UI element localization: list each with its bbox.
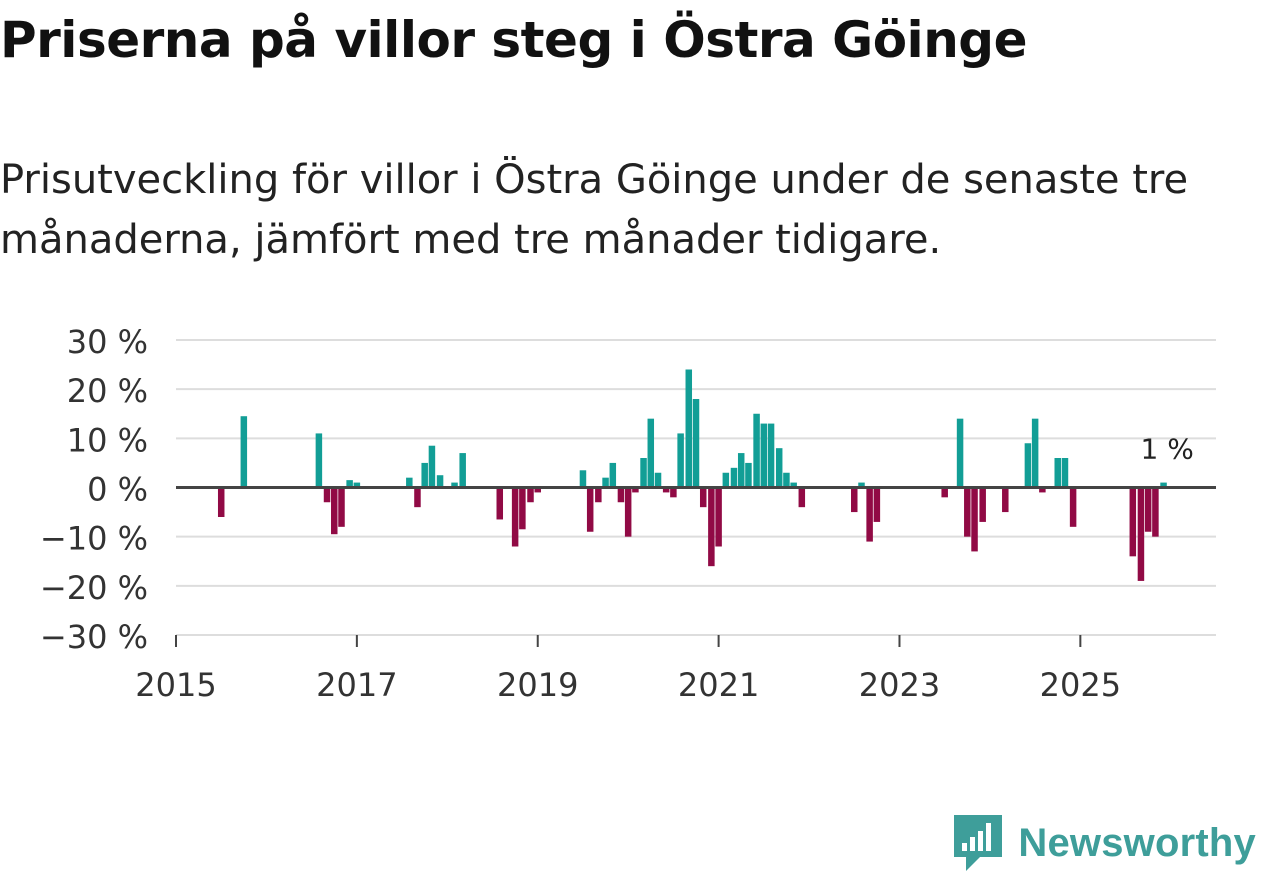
bar (677, 433, 684, 488)
bar (240, 416, 248, 488)
bar (602, 477, 609, 488)
bar (1144, 487, 1152, 532)
y-tick-label: 10 % (67, 421, 148, 459)
x-tick-label: 2015 (135, 666, 216, 704)
y-tick-label: −20 % (40, 569, 148, 607)
bar (722, 472, 730, 488)
brand-name: Newsworthy (1018, 820, 1256, 865)
bar (323, 487, 331, 503)
newsworthy-chart-badge-icon (954, 815, 1003, 871)
x-tick-label: 2023 (859, 666, 940, 704)
bar (406, 477, 413, 488)
bar (753, 413, 760, 488)
bar (217, 487, 225, 517)
bar (1002, 487, 1009, 513)
bar (1054, 458, 1061, 488)
bar (790, 482, 797, 488)
bar (428, 445, 436, 488)
bar (699, 487, 707, 508)
bar (715, 487, 722, 547)
bar (730, 467, 738, 488)
bar (421, 462, 428, 488)
y-tick-label: 20 % (67, 372, 148, 410)
bar (964, 487, 971, 537)
bar (534, 487, 541, 493)
x-tick-label: 2025 (1040, 666, 1121, 704)
bar (353, 482, 361, 488)
axes (175, 486, 1216, 647)
bar (617, 487, 625, 503)
bar (1039, 487, 1046, 493)
bar (866, 487, 873, 542)
bar (783, 472, 790, 488)
bar (338, 487, 345, 527)
bar (346, 480, 353, 488)
bar (662, 487, 670, 493)
chart-subtitle: Prisutveckling för villor i Östra Göinge… (0, 157, 1189, 263)
bar (436, 475, 444, 488)
y-tick-label: −30 % (40, 618, 148, 656)
bar (459, 453, 466, 488)
bar (760, 423, 768, 488)
bar (579, 470, 587, 488)
bar-series (217, 369, 1167, 581)
y-tick-label: 30 % (67, 323, 148, 361)
bar (873, 487, 881, 522)
x-tick-label: 2019 (497, 666, 578, 704)
bar (1024, 443, 1032, 488)
bar (527, 487, 534, 503)
bar (971, 487, 978, 552)
bar (941, 487, 948, 498)
labels: 30 % 20 % 10 % 0 % −10 % −20 % −30 % 2015 2017 20… (40, 323, 1194, 704)
bar (858, 482, 865, 488)
bar (609, 462, 617, 488)
bar (331, 487, 338, 535)
bar (979, 487, 986, 522)
bar (451, 482, 458, 488)
newsworthy-brand: Newsworthy (954, 815, 1256, 871)
bar (654, 472, 662, 488)
bar (685, 369, 693, 488)
bar (595, 487, 602, 503)
bar (624, 487, 632, 537)
bar (1137, 487, 1145, 581)
bar (1129, 487, 1137, 557)
bar (640, 458, 647, 488)
last-value-label: 1 % (1141, 433, 1194, 466)
bar (315, 433, 323, 488)
chart-title: Priserna på villor steg i Östra Göinge (0, 11, 1028, 69)
bar (708, 487, 715, 567)
bar (851, 487, 858, 513)
bar (632, 487, 639, 493)
bar (767, 423, 775, 488)
bar (670, 487, 677, 498)
bar (1160, 482, 1167, 488)
y-tick-label: −10 % (40, 520, 148, 558)
bar (519, 487, 526, 530)
x-tick-label: 2021 (678, 666, 759, 704)
bar (798, 487, 806, 508)
bar (692, 399, 700, 488)
bar (956, 418, 964, 488)
bar (745, 462, 752, 488)
bar (496, 487, 504, 520)
bar (1061, 458, 1069, 488)
bar (737, 453, 745, 488)
bar (647, 418, 655, 488)
bar (511, 487, 519, 547)
bar (1152, 487, 1159, 537)
bar (1069, 487, 1077, 527)
bar (775, 448, 783, 488)
bar (586, 487, 594, 532)
y-tick-label: 0 % (87, 471, 148, 509)
bar (1031, 418, 1039, 488)
bar (414, 487, 421, 508)
x-tick-label: 2017 (316, 666, 397, 704)
